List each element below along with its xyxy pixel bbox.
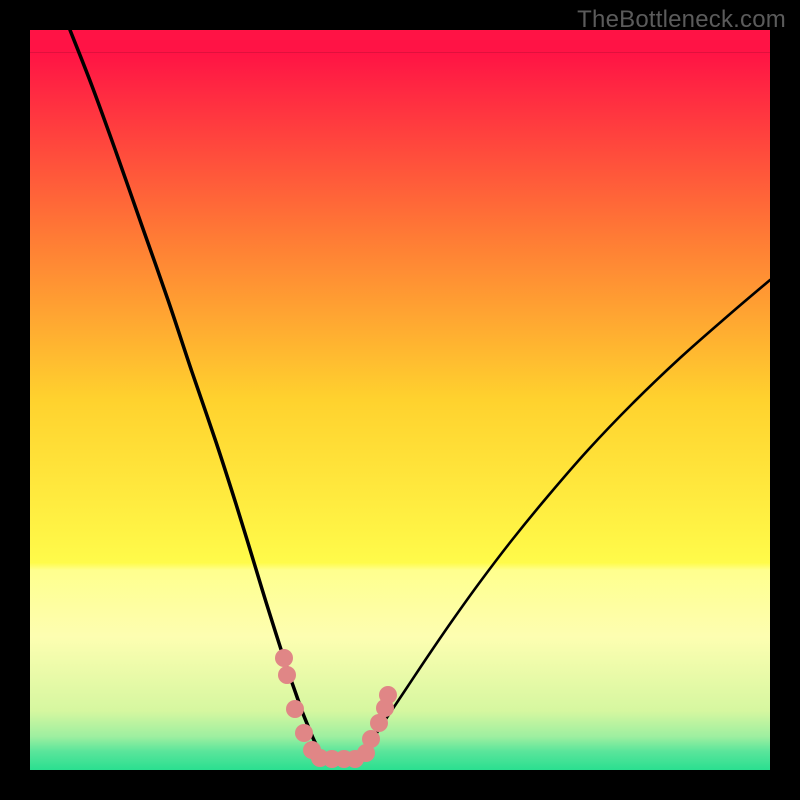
scatter-markers bbox=[275, 649, 397, 768]
watermark-text: TheBottleneck.com bbox=[577, 6, 786, 34]
chart-curves-layer bbox=[30, 30, 770, 770]
scatter-marker bbox=[362, 730, 380, 748]
curve-right-branch bbox=[362, 280, 770, 757]
curve-left-branch bbox=[70, 30, 324, 757]
scatter-marker bbox=[278, 666, 296, 684]
scatter-marker bbox=[275, 649, 293, 667]
scatter-marker bbox=[379, 686, 397, 704]
scatter-marker bbox=[286, 700, 304, 718]
scatter-marker bbox=[295, 724, 313, 742]
chart-plot-area bbox=[30, 30, 770, 770]
